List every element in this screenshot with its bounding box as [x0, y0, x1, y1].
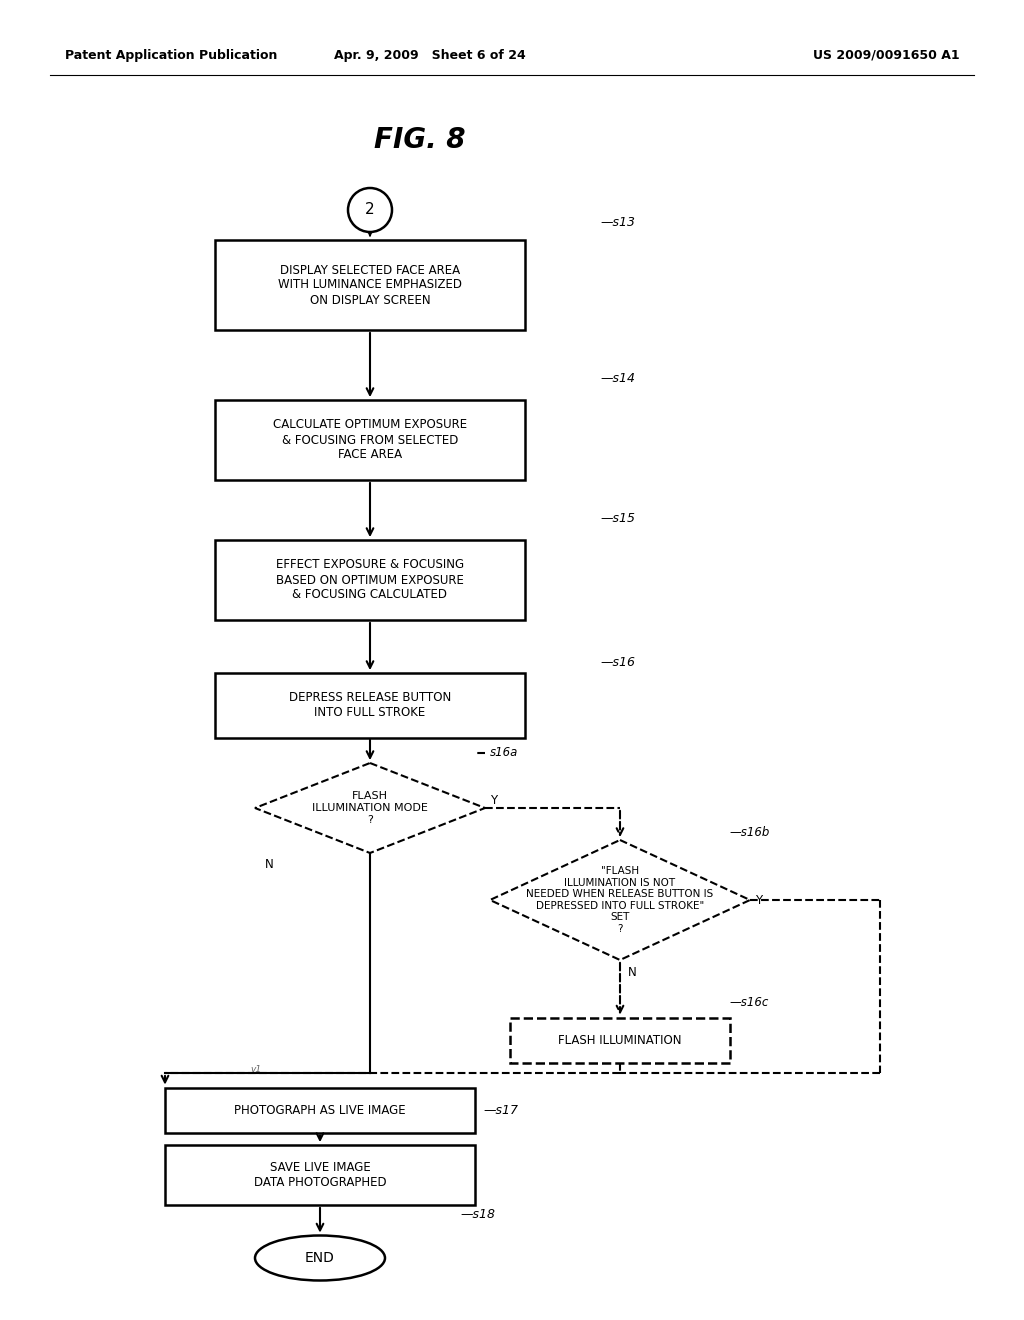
Circle shape [348, 187, 392, 232]
Bar [510, 1018, 730, 1063]
Text: 2: 2 [366, 202, 375, 218]
Text: Y: Y [490, 793, 497, 807]
Text: DEPRESS RELEASE BUTTON
INTO FULL STROKE: DEPRESS RELEASE BUTTON INTO FULL STROKE [289, 690, 452, 719]
Text: US 2009/0091650 A1: US 2009/0091650 A1 [813, 49, 961, 62]
Text: Y: Y [755, 894, 762, 907]
Text: —s18: —s18 [460, 1209, 495, 1221]
Text: N: N [265, 858, 273, 871]
Bar [215, 400, 525, 480]
Text: v1: v1 [250, 1065, 261, 1074]
Text: —s14: —s14 [600, 371, 635, 384]
Bar [165, 1144, 475, 1205]
Text: —s16b: —s16b [730, 826, 770, 840]
Text: FIG. 8: FIG. 8 [374, 125, 466, 154]
Polygon shape [255, 763, 485, 853]
Text: —s17: —s17 [483, 1104, 518, 1117]
Bar [215, 240, 525, 330]
Text: —s15: —s15 [600, 511, 635, 524]
Text: N: N [628, 965, 637, 978]
Text: FLASH
ILLUMINATION MODE
?: FLASH ILLUMINATION MODE ? [312, 792, 428, 825]
Text: s16a: s16a [490, 747, 518, 759]
Text: "FLASH
ILLUMINATION IS NOT
NEEDED WHEN RELEASE BUTTON IS
DEPRESSED INTO FULL STR: "FLASH ILLUMINATION IS NOT NEEDED WHEN R… [526, 866, 714, 935]
Text: Patent Application Publication: Patent Application Publication [65, 49, 278, 62]
Polygon shape [490, 840, 750, 960]
Text: FLASH ILLUMINATION: FLASH ILLUMINATION [558, 1034, 682, 1047]
Text: PHOTOGRAPH AS LIVE IMAGE: PHOTOGRAPH AS LIVE IMAGE [234, 1104, 406, 1117]
Text: Apr. 9, 2009   Sheet 6 of 24: Apr. 9, 2009 Sheet 6 of 24 [334, 49, 526, 62]
Text: EFFECT EXPOSURE & FOCUSING
BASED ON OPTIMUM EXPOSURE
& FOCUSING CALCULATED: EFFECT EXPOSURE & FOCUSING BASED ON OPTI… [275, 558, 464, 602]
Bar [215, 540, 525, 620]
Text: END: END [305, 1251, 335, 1265]
Text: SAVE LIVE IMAGE
DATA PHOTOGRAPHED: SAVE LIVE IMAGE DATA PHOTOGRAPHED [254, 1162, 386, 1189]
Text: DISPLAY SELECTED FACE AREA
WITH LUMINANCE EMPHASIZED
ON DISPLAY SCREEN: DISPLAY SELECTED FACE AREA WITH LUMINANC… [278, 264, 462, 306]
Bar [165, 1088, 475, 1133]
Text: CALCULATE OPTIMUM EXPOSURE
& FOCUSING FROM SELECTED
FACE AREA: CALCULATE OPTIMUM EXPOSURE & FOCUSING FR… [273, 418, 467, 462]
Text: —s16: —s16 [600, 656, 635, 669]
Text: —s13: —s13 [600, 216, 635, 230]
Text: —s16c: —s16c [730, 995, 769, 1008]
Bar [215, 672, 525, 738]
Ellipse shape [255, 1236, 385, 1280]
